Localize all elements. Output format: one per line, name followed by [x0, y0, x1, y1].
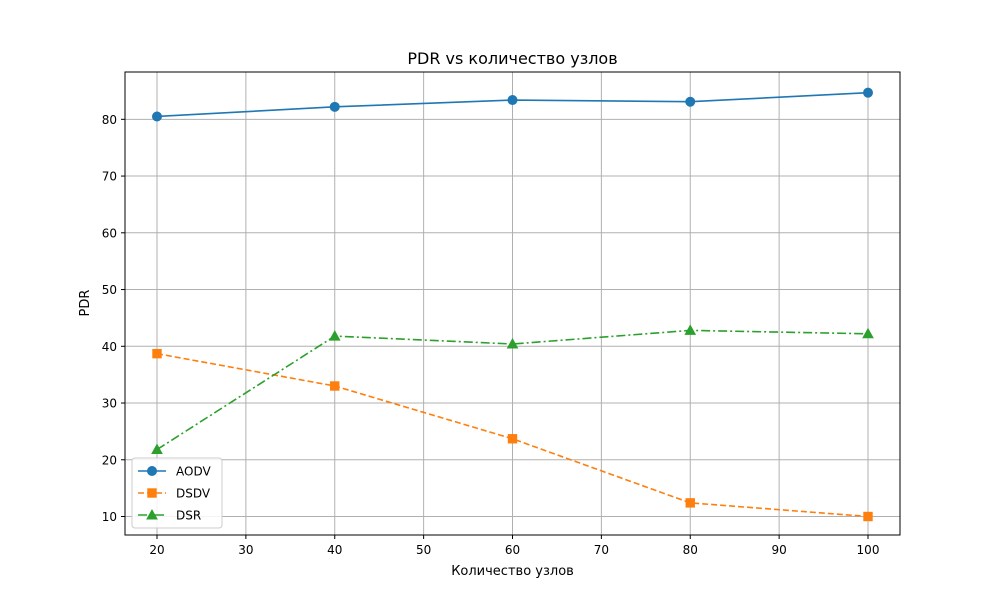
x-tick-label: 80	[683, 543, 698, 557]
series-aodv	[151, 87, 874, 122]
plot-series	[151, 87, 874, 522]
data-point-aodv	[329, 101, 340, 112]
x-tick-label: 100	[857, 543, 880, 557]
data-point-dsdv	[507, 434, 518, 444]
data-point-aodv	[151, 111, 162, 122]
chart-title: PDR vs количество узлов	[407, 49, 617, 68]
y-tick-label: 30	[102, 397, 117, 411]
legend: AODV DSDV DSR	[131, 457, 223, 529]
x-axis-label: Количество узлов	[451, 564, 574, 579]
legend-label-aodv: AODV	[176, 465, 211, 479]
legend-marker-dsr	[146, 508, 158, 520]
x-tick-label: 30	[238, 543, 253, 557]
legend-item-dsr: DSR	[138, 509, 201, 523]
y-tick-label: 20	[102, 453, 117, 467]
data-point-aodv	[863, 87, 874, 98]
data-point-dsr	[506, 337, 519, 349]
data-point-dsdv	[863, 511, 873, 522]
grid	[125, 72, 900, 535]
series-dsr	[151, 324, 874, 455]
y-tick-label: 40	[102, 340, 117, 354]
series-line-dsr	[156, 329, 869, 451]
y-axis-label: PDR	[78, 290, 93, 317]
legend-marker-dsdv	[147, 488, 157, 498]
y-tick-label: 70	[102, 170, 117, 184]
x-tick-label: 90	[771, 543, 786, 557]
series-dsdv	[152, 348, 873, 522]
x-tick-label: 50	[416, 543, 431, 557]
x-tick-label: 60	[505, 543, 520, 557]
data-point-aodv	[507, 95, 518, 106]
data-point-dsdv	[152, 348, 162, 359]
series-line-dsdv	[156, 352, 869, 518]
legend-item-aodv: AODV	[138, 465, 211, 479]
legend-box	[131, 457, 223, 529]
axes: 20 30 40 50 60 70 80 90 100 10 20 30 40 50 60 70 80	[102, 71, 901, 557]
y-tick-label: 50	[102, 283, 117, 297]
legend-marker-aodv	[147, 466, 157, 476]
x-tick-label: 70	[594, 543, 609, 557]
legend-label-dsdv: DSDV	[176, 487, 211, 501]
legend-label-dsr: DSR	[176, 509, 201, 523]
y-tick-label: 10	[102, 510, 117, 524]
x-tick-label: 20	[149, 543, 164, 557]
data-point-dsr	[151, 443, 163, 455]
data-point-dsdv	[330, 381, 340, 391]
legend-item-dsdv: DSDV	[138, 487, 211, 501]
data-point-aodv	[685, 96, 696, 107]
x-tick-label: 40	[327, 543, 342, 557]
data-point-dsdv	[685, 498, 695, 508]
y-tick-label: 60	[102, 226, 117, 240]
y-tick-label: 80	[102, 113, 117, 127]
data-point-dsr	[862, 327, 874, 339]
data-point-dsr	[684, 324, 697, 335]
data-point-dsr	[328, 330, 341, 341]
